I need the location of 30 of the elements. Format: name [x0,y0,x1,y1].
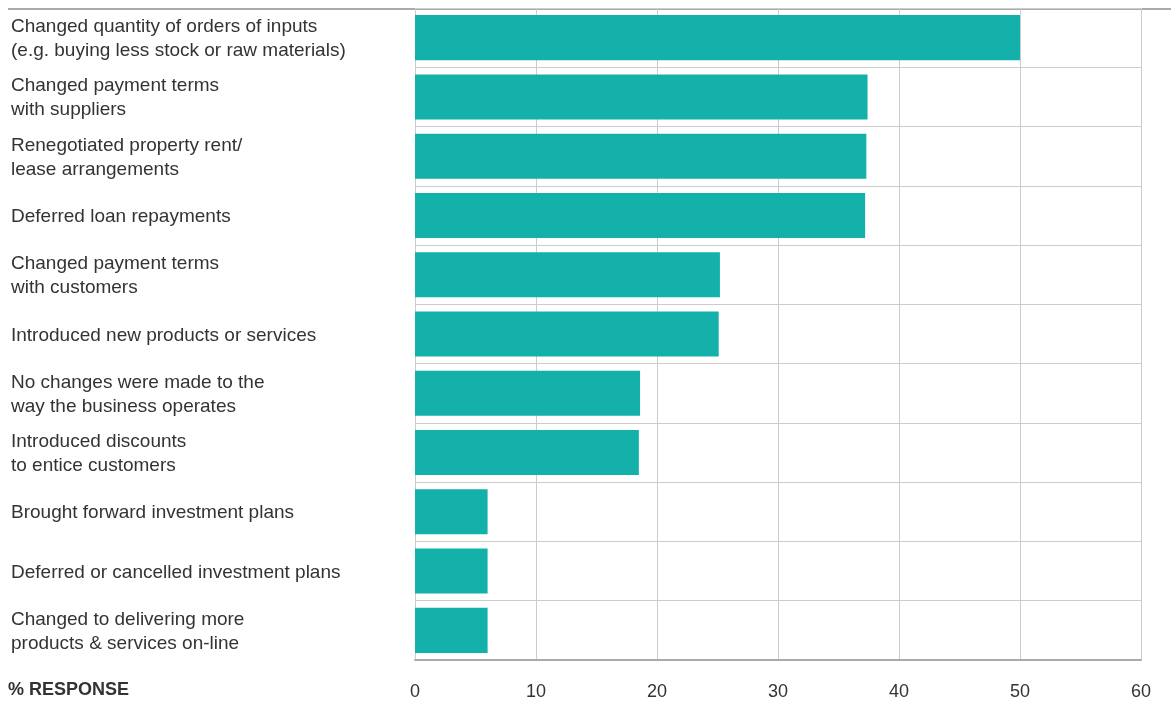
bar [415,548,488,594]
y-tick-label: Changed payment terms with customers [10,252,220,298]
y-tick-label: Introduced new products or services [11,323,317,345]
x-tick-label: 60 [1130,681,1152,701]
bar [415,489,488,535]
y-tick-label: Deferred or cancelled investment plans [11,560,341,582]
bar [415,607,488,653]
x-tick-label: 40 [888,681,910,701]
y-tick-label: Renegotiated property rent/ lease arrangements [11,133,244,179]
bar [415,15,1020,61]
bar [415,370,641,416]
bar [415,133,867,179]
x-tick-label: 0 [409,681,421,701]
y-tick-label: Changed to delivering more products & services on-line [11,607,245,653]
y-tick-label: No changes were made to the way the business operates [10,370,265,416]
x-tick-label: 50 [1009,681,1031,701]
y-tick-label: Deferred loan repayments [11,204,231,226]
bar [415,311,719,357]
bar [415,430,639,476]
y-tick-label: Introduced discounts to entice customers [11,430,187,476]
x-tick-label: 20 [646,681,668,701]
x-tick-label: 30 [767,681,789,701]
bar [415,74,868,120]
bar [415,252,720,298]
x-tick-label: 10 [525,681,547,701]
bar [415,192,866,238]
y-tick-label: Changed payment terms with suppliers [10,74,220,120]
x-axis-title: % RESPONSE [8,679,130,699]
y-tick-label: Brought forward investment plans [11,501,295,523]
y-tick-label: Changed quantity of orders of inputs (e.g. buying less stock or raw materials) [11,15,346,61]
